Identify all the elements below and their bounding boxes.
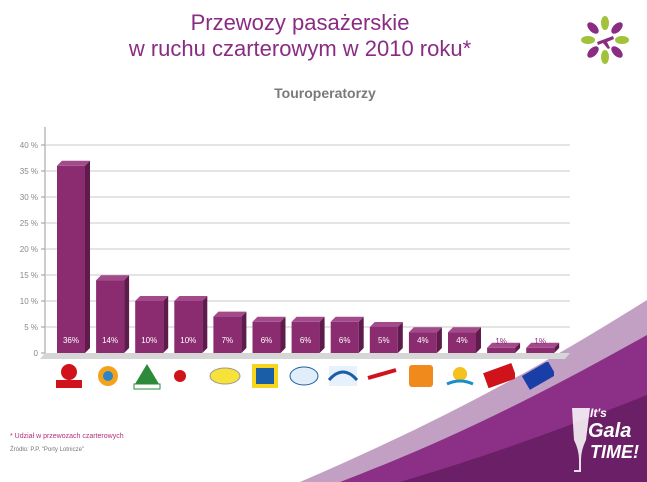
data-label: 4% — [417, 336, 429, 345]
data-label: 7% — [222, 336, 234, 345]
data-label: 14% — [102, 336, 118, 345]
bar — [57, 165, 85, 353]
y-tick-label: 10 % — [20, 297, 38, 306]
data-label: 1% — [495, 337, 507, 346]
bar-side — [241, 311, 247, 353]
bar — [135, 301, 164, 353]
triada-logo-icon — [131, 362, 163, 390]
bar — [487, 347, 516, 353]
chart-grid — [40, 127, 570, 359]
bar-side — [515, 342, 521, 353]
footnote: * Udział w przewozach czarterowych — [10, 433, 124, 440]
bar-side — [319, 316, 325, 353]
bar-top — [448, 327, 481, 333]
bar-side — [280, 316, 286, 353]
bar-top — [408, 327, 442, 333]
y-tick-label: 25 % — [20, 219, 38, 228]
bar — [174, 301, 203, 353]
orange-logo-icon — [405, 362, 437, 390]
bar — [291, 321, 320, 353]
bar-side — [554, 342, 560, 353]
bar — [330, 321, 359, 353]
bar-side — [202, 296, 208, 353]
y-tick-label: 35 % — [20, 167, 38, 176]
data-label: 6% — [261, 336, 273, 345]
sun-logo-icon — [92, 362, 124, 390]
gala-time: TIME! — [590, 442, 639, 462]
gala-word: Gala — [588, 420, 632, 442]
bar-top — [291, 316, 325, 322]
tui-logo-icon — [170, 362, 202, 390]
data-label: 5% — [378, 336, 390, 345]
gala-time-logo: It's Gala TIME! — [560, 400, 647, 482]
bar-side — [476, 327, 481, 353]
bar — [448, 332, 476, 353]
bar — [252, 321, 281, 353]
tourist-logo-icon — [522, 361, 557, 390]
bar-top — [96, 275, 130, 281]
data-label: 1% — [534, 337, 546, 346]
bar-side — [85, 160, 90, 353]
chart-floor — [40, 353, 570, 359]
bar-side — [124, 275, 130, 353]
bar-chart: 0 5 % 10 % 15 % 20 % 25 % 30 % 35 % 40 % 36% 14% 1… — [20, 127, 570, 359]
y-tick-label: 15 % — [20, 271, 38, 280]
y-tick-label: 20 % — [20, 245, 38, 254]
rainbow-logo-icon — [327, 362, 359, 390]
bar — [526, 347, 555, 353]
y-tick-label: 30 % — [20, 193, 38, 202]
bar — [369, 327, 398, 353]
bar-side — [436, 327, 442, 353]
ecco-logo-icon — [288, 362, 320, 390]
bar-side — [163, 296, 169, 353]
bar — [96, 280, 125, 353]
data-label: 10% — [180, 336, 196, 345]
page-title: Przewozy pasażerskie w ruchu czarterowym… — [100, 10, 500, 62]
title-line-2: w ruchu czarterowym w 2010 roku* — [128, 36, 472, 61]
bar-top — [135, 296, 169, 301]
bar-side — [358, 316, 364, 353]
airport-logo-icon — [581, 16, 629, 64]
alfastar-logo-icon — [209, 362, 241, 390]
bar-top — [213, 311, 247, 317]
data-label: 6% — [339, 336, 351, 345]
bar-top — [330, 316, 364, 322]
bar — [213, 316, 242, 353]
y-tick-label: 5 % — [24, 323, 38, 332]
chart-bars — [57, 160, 560, 353]
bar-top — [252, 316, 286, 322]
data-label: 6% — [300, 336, 312, 345]
wezyr-logo-icon — [366, 362, 398, 390]
chart-subtitle: Touroperatorzy — [274, 85, 376, 101]
data-label: 4% — [456, 336, 468, 345]
bar-top — [369, 322, 403, 327]
source-note: Źródło: P.P. "Porty Lotnicze" — [10, 447, 85, 453]
y-axis-ticks: 0 5 % 10 % 15 % 20 % 25 % 30 % 35 % 40 % — [20, 141, 39, 358]
red-ticket-logo-icon — [483, 362, 517, 390]
y-tick-label: 40 % — [20, 141, 38, 150]
data-labels: 36% 14% 10% 10% 7% 6% 6% 6% 5% 4% 4% 1% 1% — [63, 336, 546, 346]
bar — [408, 332, 437, 353]
title-line-1: Przewozy pasażerskie — [190, 10, 410, 35]
bar-side — [397, 322, 403, 353]
data-label: 10% — [141, 336, 157, 345]
sun-island-logo-icon — [444, 362, 476, 390]
y-tick-label: 0 — [34, 349, 39, 358]
neckermann-logo-icon — [249, 362, 281, 390]
itaka-logo-icon — [53, 362, 85, 390]
bar-top — [174, 296, 208, 301]
bar-top — [487, 342, 521, 348]
bar-top — [57, 160, 90, 166]
data-label: 36% — [63, 336, 79, 345]
gala-its: It's — [590, 406, 607, 420]
glass-icon — [572, 408, 590, 472]
bar-top — [526, 342, 560, 348]
